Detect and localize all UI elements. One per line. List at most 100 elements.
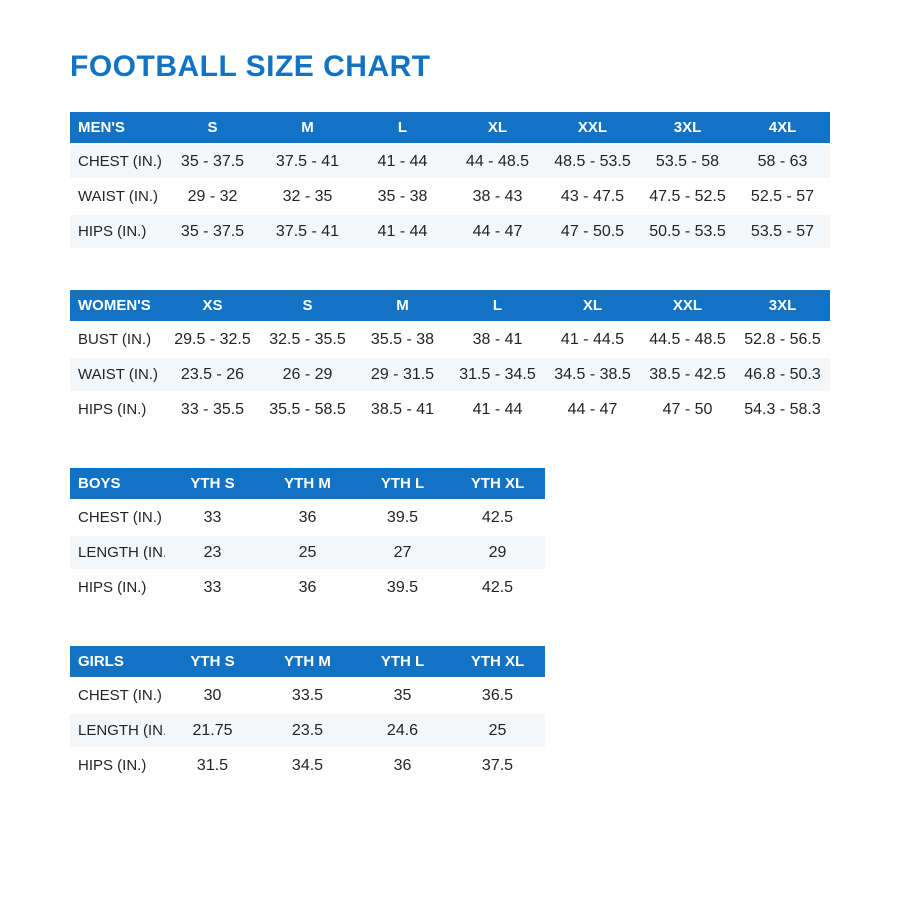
table-row: LENGTH (IN.) 21.75 23.5 24.6 25 <box>70 713 545 749</box>
size-value: 41 - 44 <box>355 144 450 180</box>
size-value: 44 - 48.5 <box>450 144 545 180</box>
size-value: 36 <box>355 748 450 784</box>
size-value: 26 - 29 <box>260 357 355 393</box>
girls-header-row: GIRLS YTH S YTH M YTH L YTH XL <box>70 646 545 679</box>
column-header: L <box>355 112 450 145</box>
row-label: CHEST (IN.) <box>70 144 165 180</box>
row-label: HIPS (IN.) <box>70 748 165 784</box>
size-value: 37.5 - 41 <box>260 214 355 250</box>
size-value: 34.5 <box>260 748 355 784</box>
size-value: 32 - 35 <box>260 179 355 215</box>
column-header: YTH XL <box>450 468 545 501</box>
size-value: 21.75 <box>165 713 260 749</box>
table-row: HIPS (IN.) 31.5 34.5 36 37.5 <box>70 748 545 784</box>
mens-header-row: MEN'S S M L XL XXL 3XL 4XL <box>70 112 830 145</box>
size-value: 23.5 - 26 <box>165 357 260 393</box>
table-row: BUST (IN.) 29.5 - 32.5 32.5 - 35.5 35.5 - 3… <box>70 322 830 358</box>
size-value: 36 <box>260 570 355 606</box>
size-value: 24.6 <box>355 713 450 749</box>
size-value: 36.5 <box>450 678 545 714</box>
size-value: 47.5 - 52.5 <box>640 179 735 215</box>
size-value: 25 <box>260 535 355 571</box>
table-category-header: WOMEN'S <box>70 290 165 323</box>
size-value: 31.5 <box>165 748 260 784</box>
size-value: 29.5 - 32.5 <box>165 322 260 358</box>
column-header: YTH M <box>260 468 355 501</box>
size-value: 35 - 38 <box>355 179 450 215</box>
row-label: HIPS (IN.) <box>70 570 165 606</box>
column-header: 3XL <box>735 290 830 323</box>
size-value: 41 - 44 <box>450 392 545 428</box>
womens-size-table: WOMEN'S XS S M L XL XXL 3XL BUST (IN.) 29.5 - 32.… <box>70 290 830 428</box>
column-header: M <box>355 290 450 323</box>
size-value: 46.8 - 50.3 <box>735 357 830 393</box>
size-value: 39.5 <box>355 570 450 606</box>
table-row: CHEST (IN.) 30 33.5 35 36.5 <box>70 678 545 714</box>
size-value: 50.5 - 53.5 <box>640 214 735 250</box>
size-value: 44 - 47 <box>450 214 545 250</box>
girls-size-table: GIRLS YTH S YTH M YTH L YTH XL CHEST (IN.) 30 3… <box>70 646 545 784</box>
size-value: 30 <box>165 678 260 714</box>
size-value: 35.5 - 58.5 <box>260 392 355 428</box>
column-header: YTH S <box>165 468 260 501</box>
size-value: 47 - 50 <box>640 392 735 428</box>
size-value: 23.5 <box>260 713 355 749</box>
size-value: 52.5 - 57 <box>735 179 830 215</box>
column-header: L <box>450 290 545 323</box>
size-value: 29 - 32 <box>165 179 260 215</box>
column-header: YTH S <box>165 646 260 679</box>
column-header: S <box>260 290 355 323</box>
column-header: YTH XL <box>450 646 545 679</box>
size-value: 38.5 - 42.5 <box>640 357 735 393</box>
size-value: 39.5 <box>355 500 450 536</box>
size-value: 38 - 43 <box>450 179 545 215</box>
table-row: LENGTH (IN.) 23 25 27 29 <box>70 535 545 571</box>
size-value: 41 - 44.5 <box>545 322 640 358</box>
size-value: 53.5 - 57 <box>735 214 830 250</box>
size-tables: MEN'S S M L XL XXL 3XL 4XL CHEST (IN.) 35 - 37.5 3… <box>70 112 830 784</box>
size-value: 37.5 <box>450 748 545 784</box>
column-header: S <box>165 112 260 145</box>
table-category-header: MEN'S <box>70 112 165 145</box>
size-value: 27 <box>355 535 450 571</box>
column-header: M <box>260 112 355 145</box>
size-chart-page: FOOTBALL SIZE CHART MEN'S S M L XL XXL 3XL 4XL C… <box>70 50 830 784</box>
column-header: XL <box>450 112 545 145</box>
size-value: 34.5 - 38.5 <box>545 357 640 393</box>
size-value: 33 <box>165 570 260 606</box>
size-value: 35 - 37.5 <box>165 214 260 250</box>
column-header: 3XL <box>640 112 735 145</box>
table-row: CHEST (IN.) 33 36 39.5 42.5 <box>70 500 545 536</box>
size-value: 33 <box>165 500 260 536</box>
size-value: 35.5 - 38 <box>355 322 450 358</box>
size-value: 58 - 63 <box>735 144 830 180</box>
size-value: 35 - 37.5 <box>165 144 260 180</box>
table-row: HIPS (IN.) 33 36 39.5 42.5 <box>70 570 545 606</box>
size-value: 35 <box>355 678 450 714</box>
boys-header-row: BOYS YTH S YTH M YTH L YTH XL <box>70 468 545 501</box>
column-header: XXL <box>545 112 640 145</box>
size-value: 23 <box>165 535 260 571</box>
row-label: WAIST (IN.) <box>70 357 165 393</box>
column-header: YTH L <box>355 646 450 679</box>
size-value: 52.8 - 56.5 <box>735 322 830 358</box>
size-value: 32.5 - 35.5 <box>260 322 355 358</box>
page-title: FOOTBALL SIZE CHART <box>70 50 431 83</box>
size-value: 53.5 - 58 <box>640 144 735 180</box>
row-label: HIPS (IN.) <box>70 392 165 428</box>
table-category-header: GIRLS <box>70 646 165 679</box>
size-value: 47 - 50.5 <box>545 214 640 250</box>
table-row: WAIST (IN.) 23.5 - 26 26 - 29 29 - 31.5 31.5… <box>70 357 830 393</box>
size-value: 33 - 35.5 <box>165 392 260 428</box>
column-header: XL <box>545 290 640 323</box>
column-header: XXL <box>640 290 735 323</box>
table-row: CHEST (IN.) 35 - 37.5 37.5 - 41 41 - 44 44 -… <box>70 144 830 180</box>
size-value: 44 - 47 <box>545 392 640 428</box>
size-value: 42.5 <box>450 570 545 606</box>
size-value: 29 - 31.5 <box>355 357 450 393</box>
row-label: HIPS (IN.) <box>70 214 165 250</box>
size-value: 41 - 44 <box>355 214 450 250</box>
column-header: XS <box>165 290 260 323</box>
row-label: BUST (IN.) <box>70 322 165 358</box>
size-value: 29 <box>450 535 545 571</box>
